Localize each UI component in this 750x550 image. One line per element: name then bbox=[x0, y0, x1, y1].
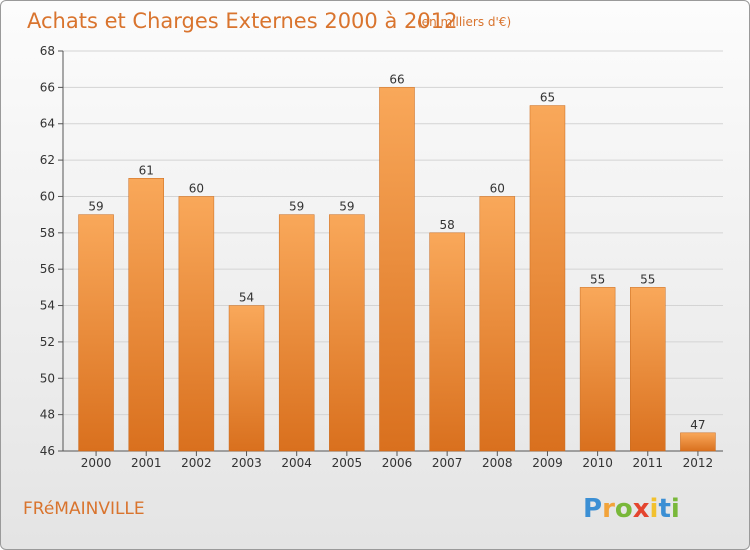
data-label-2001: 61 bbox=[139, 163, 154, 177]
x-tick-label-2010: 2010 bbox=[582, 456, 613, 470]
bar-2002 bbox=[178, 196, 215, 452]
data-label-2005: 59 bbox=[339, 200, 354, 214]
logo-letter: i bbox=[650, 494, 659, 524]
y-tick-label: 46 bbox=[40, 444, 55, 458]
x-tick-label-2004: 2004 bbox=[281, 456, 312, 470]
y-tick-label: 66 bbox=[40, 80, 55, 94]
data-label-2009: 65 bbox=[540, 91, 555, 105]
bar-2010 bbox=[579, 287, 616, 452]
bar-2007 bbox=[429, 232, 465, 452]
x-tick-label-2012: 2012 bbox=[683, 456, 714, 470]
logo-letter: P bbox=[583, 494, 602, 524]
y-tick-label: 62 bbox=[40, 153, 55, 167]
y-tick-label: 58 bbox=[40, 226, 55, 240]
x-tick-label-2006: 2006 bbox=[382, 456, 413, 470]
bar-2011 bbox=[630, 287, 666, 452]
chart-subtitle: (en milliers d'€) bbox=[417, 15, 511, 29]
y-tick-label: 52 bbox=[40, 335, 55, 349]
location-label: FRéMAINVILLE bbox=[23, 499, 145, 519]
x-tick-label-2008: 2008 bbox=[482, 456, 513, 470]
bar-layer bbox=[78, 87, 716, 452]
x-tick-label-2011: 2011 bbox=[632, 456, 663, 470]
chart-title: Achats et Charges Externes 2000 à 2012 bbox=[27, 9, 457, 33]
bar-2008 bbox=[479, 196, 516, 452]
x-tick-label-2001: 2001 bbox=[131, 456, 162, 470]
data-label-2002: 60 bbox=[189, 181, 204, 195]
x-tick-label-2005: 2005 bbox=[332, 456, 363, 470]
data-label-2010: 55 bbox=[590, 272, 605, 286]
data-label-2004: 59 bbox=[289, 200, 304, 214]
x-tick-label-2009: 2009 bbox=[532, 456, 563, 470]
logo-letter: i bbox=[671, 494, 680, 524]
bar-2006 bbox=[379, 87, 415, 452]
bar-2001 bbox=[128, 178, 164, 452]
y-tick-label: 48 bbox=[40, 408, 55, 422]
data-label-2006: 66 bbox=[389, 72, 404, 86]
logo-letter: r bbox=[602, 494, 615, 524]
y-tick-label: 60 bbox=[40, 189, 55, 203]
data-label-2008: 60 bbox=[490, 181, 505, 195]
logo-letter: t bbox=[658, 494, 670, 524]
data-label-2003: 54 bbox=[239, 291, 254, 305]
logo-letter: o bbox=[615, 494, 633, 524]
y-tick-label: 50 bbox=[40, 371, 55, 385]
y-tick-label: 56 bbox=[40, 262, 55, 276]
y-tick-label: 64 bbox=[40, 117, 55, 131]
bar-2003 bbox=[228, 305, 265, 452]
x-tick-label-2003: 2003 bbox=[231, 456, 262, 470]
x-tick-label-2002: 2002 bbox=[181, 456, 212, 470]
bar-2005 bbox=[329, 214, 365, 452]
bar-2012 bbox=[680, 432, 716, 452]
y-tick-label: 68 bbox=[40, 44, 55, 58]
x-tick-label-2007: 2007 bbox=[432, 456, 463, 470]
bar-2009 bbox=[529, 105, 566, 452]
y-tick-label: 54 bbox=[40, 299, 55, 313]
proxiti-logo: Proxiti bbox=[583, 494, 680, 524]
data-label-2007: 58 bbox=[440, 218, 455, 232]
x-tick-label-2000: 2000 bbox=[81, 456, 112, 470]
label-layer: 59 61 60 54 59 59 66 58 60 65 55 55 47 bbox=[88, 72, 705, 431]
logo-letter: x bbox=[633, 494, 650, 524]
bar-2000 bbox=[78, 214, 114, 452]
data-label-2012: 47 bbox=[690, 418, 705, 432]
data-label-2000: 59 bbox=[88, 200, 103, 214]
data-label-2011: 55 bbox=[640, 272, 655, 286]
bar-2004 bbox=[278, 214, 315, 452]
